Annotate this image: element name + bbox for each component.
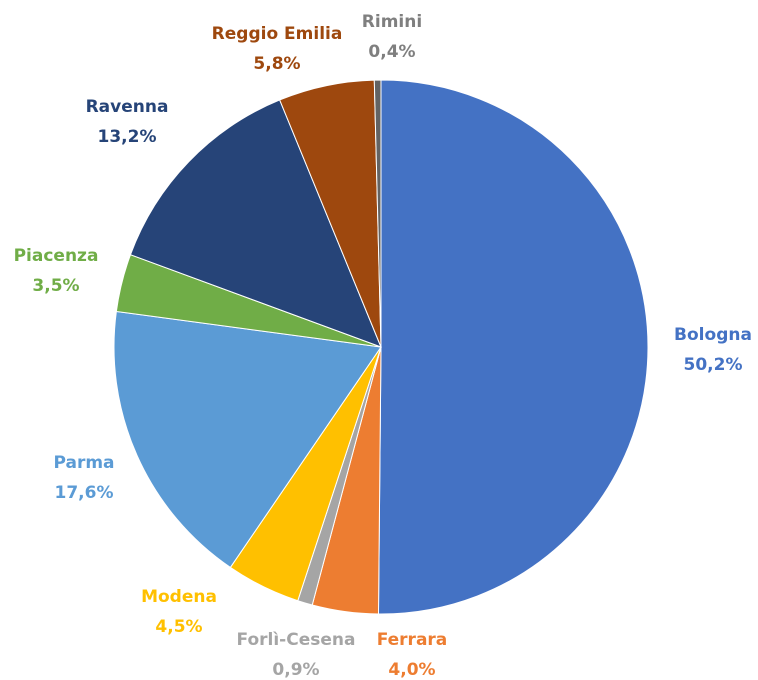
slice-label: Reggio Emilia — [212, 24, 343, 44]
pie-slice — [377, 79, 649, 615]
pie-slice — [373, 79, 382, 348]
slice-label: Bologna — [674, 325, 752, 345]
slice-value-label: 13,2% — [98, 127, 157, 147]
slice-label: Ferrara — [377, 630, 448, 650]
slice-value-label: 17,6% — [55, 483, 114, 503]
slice-label: Modena — [141, 587, 217, 607]
slice-value-label: 4,0% — [388, 660, 435, 680]
slice-label: Ravenna — [86, 97, 169, 117]
slice-label: Rimini — [362, 12, 422, 32]
slice-value-label: 0,4% — [368, 42, 415, 62]
slice-value-label: 5,8% — [253, 54, 300, 74]
pie-slice — [129, 99, 382, 348]
slice-label: Piacenza — [14, 246, 99, 266]
slice-value-label: 3,5% — [32, 276, 79, 296]
slice-label: Parma — [53, 453, 114, 473]
slice-value-label: 50,2% — [684, 355, 743, 375]
pie-slice — [113, 310, 382, 569]
slice-label: Forlì-Cesena — [237, 630, 356, 650]
slice-value-label: 0,9% — [272, 660, 319, 680]
slice-value-label: 4,5% — [155, 617, 202, 637]
